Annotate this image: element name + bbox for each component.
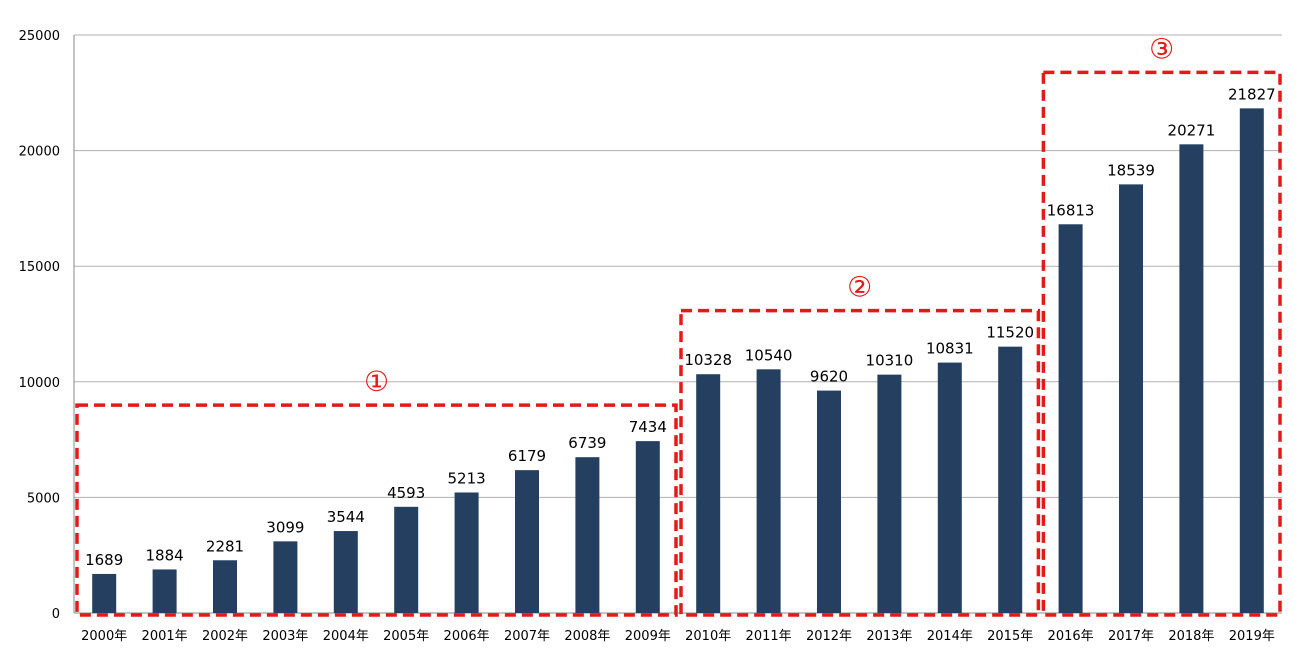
y-tick-label: 0 bbox=[52, 607, 60, 622]
annotation-label: ③ bbox=[1149, 32, 1174, 65]
x-tick-label: 2004年 bbox=[323, 629, 369, 644]
data-label: 3099 bbox=[266, 518, 304, 536]
data-label: 7434 bbox=[629, 418, 667, 436]
data-label: 9620 bbox=[810, 368, 848, 386]
data-label: 16813 bbox=[1047, 201, 1095, 219]
x-tick-label: 2016年 bbox=[1048, 629, 1094, 644]
bar bbox=[152, 569, 177, 613]
y-tick-label: 15000 bbox=[19, 260, 60, 275]
x-tick-label: 2002年 bbox=[202, 629, 248, 644]
bar bbox=[817, 390, 841, 613]
x-tick-label: 2005年 bbox=[383, 629, 429, 644]
annotation-label: ① bbox=[364, 365, 389, 398]
bar bbox=[454, 492, 479, 613]
x-tick-label: 2011年 bbox=[746, 629, 792, 644]
bar bbox=[998, 346, 1023, 613]
annotation-box bbox=[75, 403, 678, 617]
annotation-box bbox=[679, 308, 1041, 617]
x-tick-label: 2008年 bbox=[564, 629, 610, 644]
data-label: 6179 bbox=[508, 447, 546, 465]
x-tick-label: 2018年 bbox=[1168, 629, 1214, 644]
data-label: 1884 bbox=[146, 546, 184, 564]
data-label: 21827 bbox=[1228, 85, 1276, 103]
data-label: 4593 bbox=[387, 484, 425, 502]
data-label: 10831 bbox=[926, 340, 974, 358]
bar bbox=[515, 470, 539, 613]
x-tick-label: 2000年 bbox=[81, 629, 127, 644]
data-label: 10328 bbox=[684, 351, 732, 369]
bar bbox=[937, 362, 962, 613]
data-label: 3544 bbox=[327, 508, 365, 526]
data-label: 11520 bbox=[986, 324, 1034, 342]
data-label: 5213 bbox=[448, 469, 486, 487]
bar bbox=[394, 506, 419, 613]
bar bbox=[92, 573, 117, 613]
x-tick-label: 2007年 bbox=[504, 629, 550, 644]
x-tick-label: 2019年 bbox=[1229, 629, 1275, 644]
x-tick-label: 2009年 bbox=[625, 629, 671, 644]
y-tick-label: 25000 bbox=[19, 29, 60, 44]
y-tick-label: 20000 bbox=[19, 145, 60, 160]
bar bbox=[273, 541, 298, 613]
bar bbox=[575, 457, 600, 613]
data-label: 6739 bbox=[568, 434, 606, 452]
bar bbox=[635, 441, 660, 613]
bar bbox=[877, 374, 902, 613]
annotation-label: ② bbox=[847, 271, 872, 304]
x-tick-label: 2015年 bbox=[987, 629, 1033, 644]
y-tick-label: 10000 bbox=[19, 376, 60, 391]
x-tick-label: 2010年 bbox=[685, 629, 731, 644]
bar bbox=[1058, 224, 1083, 613]
x-tick-label: 2017年 bbox=[1108, 629, 1154, 644]
bar bbox=[1179, 144, 1204, 613]
data-label: 18539 bbox=[1107, 161, 1155, 179]
bar bbox=[213, 560, 237, 613]
x-tick-label: 2014年 bbox=[927, 629, 973, 644]
data-label: 20271 bbox=[1168, 121, 1216, 139]
data-label: 10540 bbox=[745, 346, 793, 364]
bar bbox=[333, 531, 358, 613]
x-tick-label: 2013年 bbox=[866, 629, 912, 644]
x-tick-label: 2006年 bbox=[444, 629, 490, 644]
bar bbox=[1239, 108, 1264, 614]
y-tick-label: 5000 bbox=[27, 491, 60, 506]
data-label: 2281 bbox=[206, 537, 244, 555]
bar bbox=[756, 369, 781, 613]
bar bbox=[696, 374, 721, 613]
x-tick-label: 2003年 bbox=[262, 629, 308, 644]
data-label: 10310 bbox=[866, 352, 914, 370]
bar bbox=[1119, 184, 1143, 613]
x-tick-label: 2012年 bbox=[806, 629, 852, 644]
x-tick-label: 2001年 bbox=[142, 629, 188, 644]
data-label: 1689 bbox=[85, 551, 123, 569]
